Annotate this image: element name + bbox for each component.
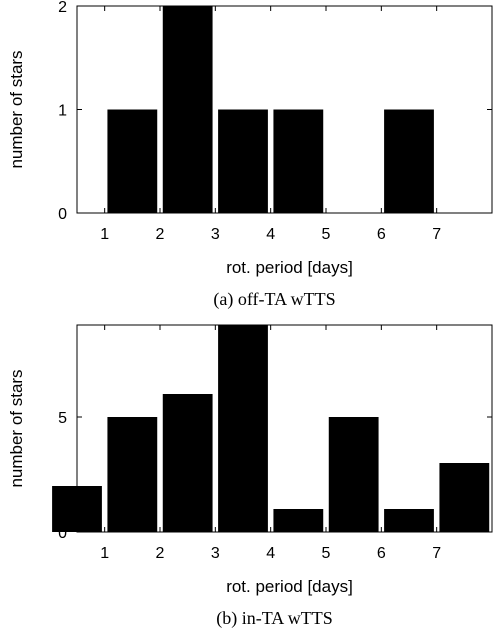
x-tick-label: 6 [377,226,386,243]
x-tick-label: 5 [322,226,331,243]
ticks-group: 1 2 3 4 5 6 7 0 5 [58,325,492,562]
bar [439,463,490,532]
bar [107,417,158,532]
x-axis-label: rot. period [days] [226,577,353,596]
bar [273,509,324,532]
bar [328,417,379,532]
bar [107,109,158,213]
bar [218,109,268,213]
x-tick-label: 2 [156,226,165,243]
chart-panel-in-ta: 1 2 3 4 5 6 7 0 5 rot. period [days] number of s… [7,324,493,628]
bars-group [107,6,434,213]
bar [218,325,268,532]
x-tick-label: 6 [377,545,386,562]
y-tick-label: 2 [58,0,67,16]
panel-caption: (b) in-TA wTTS [216,608,333,628]
x-tick-label: 4 [266,545,275,562]
x-tick-label: 3 [211,226,220,243]
y-axis-label: number of stars [7,50,26,168]
bars-group [52,325,490,532]
chart-panel-off-ta: 1 2 3 4 5 6 7 0 1 2 rot. period [days] number of … [7,0,493,310]
bar [384,109,434,213]
x-tick-label: 1 [100,226,109,243]
bar [273,109,324,213]
bar [52,486,102,532]
panel-caption: (a) off-TA wTTS [213,289,335,310]
x-tick-label: 1 [100,545,109,562]
y-tick-label: 5 [58,410,67,427]
x-tick-label: 7 [432,226,441,243]
y-tick-label: 0 [58,206,67,223]
x-tick-label: 5 [322,545,331,562]
x-axis-label: rot. period [days] [226,258,353,277]
x-tick-label: 4 [266,226,275,243]
y-tick-label: 1 [58,103,67,120]
y-tick-label: 0 [58,525,67,542]
ticks-group: 1 2 3 4 5 6 7 0 1 2 [58,0,492,243]
y-axis-label: number of stars [7,369,26,487]
x-tick-label: 2 [156,545,165,562]
bar [162,394,213,532]
bar [384,509,434,532]
x-tick-label: 3 [211,545,220,562]
x-tick-label: 7 [432,545,441,562]
bar [162,6,213,213]
